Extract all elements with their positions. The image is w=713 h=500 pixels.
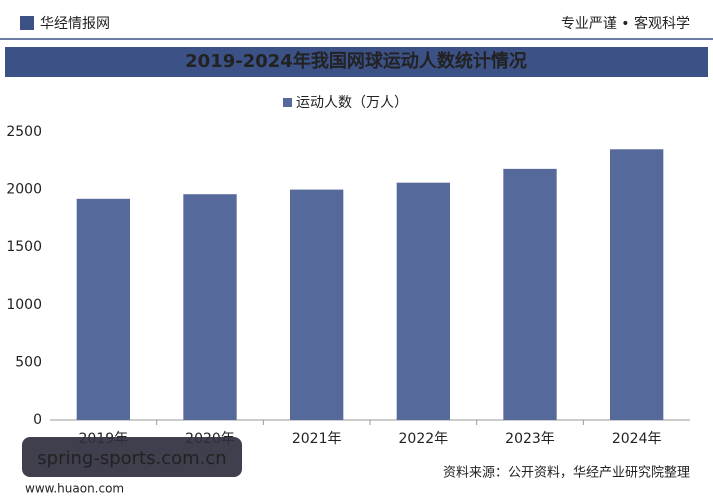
legend-label: 运动人数（万人）: [296, 95, 408, 111]
bar: [290, 189, 344, 420]
x-tick-label: 2021年: [292, 431, 342, 447]
y-tick-label: 1000: [6, 297, 42, 313]
logo-icon: [20, 16, 34, 30]
title-band: [5, 47, 708, 77]
x-tick-label: 2024年: [612, 431, 662, 447]
y-tick-label: 1500: [6, 239, 42, 255]
y-tick-label: 500: [15, 354, 42, 370]
overlay-box: [22, 437, 242, 477]
bar: [610, 149, 664, 420]
brand: 华经情报网: [40, 16, 110, 32]
overlay-url: www.huaon.com: [25, 482, 124, 496]
x-tick-label: 2023年: [505, 431, 555, 447]
bar: [503, 168, 557, 420]
bar: [76, 198, 130, 420]
legend-swatch: [283, 98, 292, 107]
slogan: 专业严谨 • 客观科学: [561, 15, 690, 32]
y-tick-label: 2000: [6, 182, 42, 198]
chart-title: 2019-2024年我国网球运动人数统计情况: [185, 50, 527, 72]
bar: [183, 194, 237, 420]
overlay-site: spring-sports.com.cn: [37, 448, 226, 469]
y-tick-label: 2500: [6, 124, 42, 140]
y-tick-label: 0: [33, 412, 42, 428]
x-tick-label: 2022年: [399, 431, 449, 447]
source: 资料来源：公开资料，华经产业研究院整理: [443, 466, 690, 481]
bar: [396, 182, 450, 420]
